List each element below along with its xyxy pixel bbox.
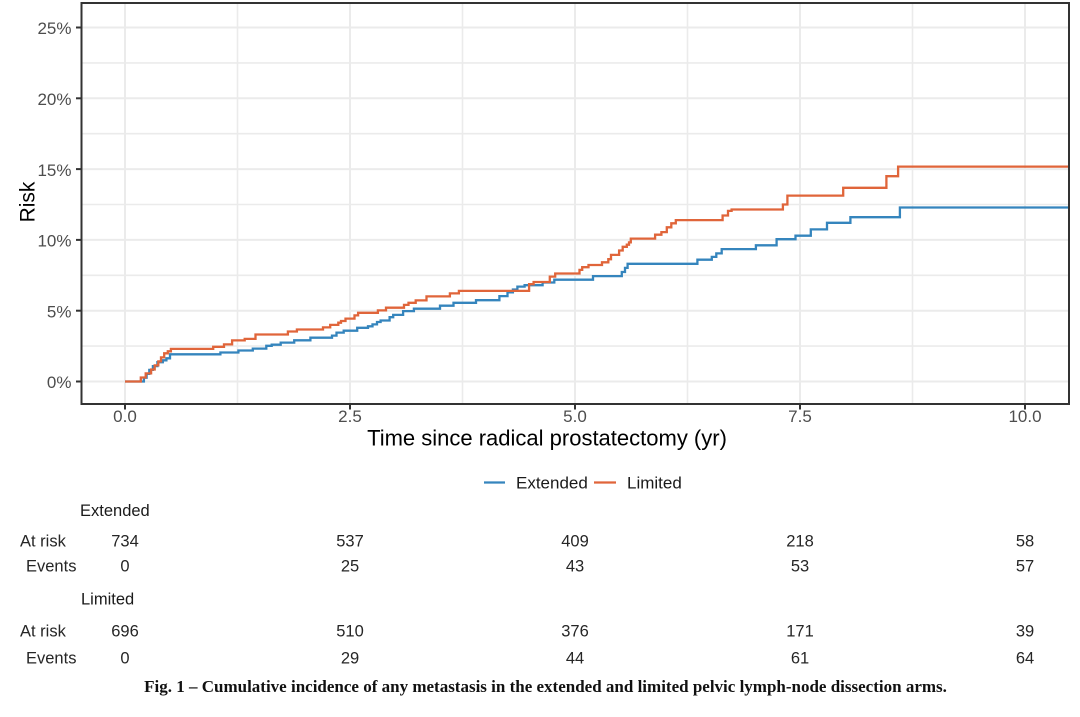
svg-text:44: 44 [566,649,584,667]
svg-text:Events: Events [26,649,76,667]
svg-text:64: 64 [1016,649,1034,667]
svg-text:29: 29 [341,649,359,667]
svg-text:0: 0 [120,649,129,667]
svg-text:Limited: Limited [627,474,682,493]
svg-text:10%: 10% [37,232,71,251]
svg-text:Events: Events [26,557,76,575]
svg-text:734: 734 [111,532,139,550]
svg-text:Fig. 1 – Cumulative incidence: Fig. 1 – Cumulative incidence of any met… [144,677,947,696]
svg-text:376: 376 [561,623,589,641]
svg-text:25: 25 [341,557,359,575]
svg-text:7.5: 7.5 [788,407,812,426]
svg-text:Time since radical prostatecto: Time since radical prostatectomy (yr) [367,426,727,451]
svg-text:43: 43 [566,557,584,575]
svg-text:171: 171 [786,623,814,641]
svg-text:696: 696 [111,623,139,641]
svg-text:At risk: At risk [20,623,67,641]
svg-text:At risk: At risk [20,532,67,550]
svg-text:0: 0 [120,557,129,575]
svg-text:2.5: 2.5 [338,407,362,426]
svg-text:Limited: Limited [81,590,134,608]
svg-text:10.0: 10.0 [1008,407,1041,426]
svg-text:537: 537 [336,532,364,550]
svg-text:61: 61 [791,649,809,667]
svg-text:53: 53 [791,557,809,575]
svg-text:Extended: Extended [516,474,588,493]
svg-text:39: 39 [1016,623,1034,641]
svg-text:Risk: Risk [17,181,40,222]
svg-text:218: 218 [786,532,814,550]
svg-text:25%: 25% [37,19,71,38]
svg-text:20%: 20% [37,90,71,109]
svg-text:5.0: 5.0 [563,407,587,426]
svg-text:5%: 5% [47,302,72,321]
svg-text:0%: 0% [47,373,72,392]
svg-text:15%: 15% [37,161,71,180]
svg-text:510: 510 [336,623,364,641]
svg-text:409: 409 [561,532,589,550]
svg-text:0.0: 0.0 [113,407,137,426]
svg-text:58: 58 [1016,532,1034,550]
svg-text:Extended: Extended [80,502,150,520]
svg-text:57: 57 [1016,557,1034,575]
